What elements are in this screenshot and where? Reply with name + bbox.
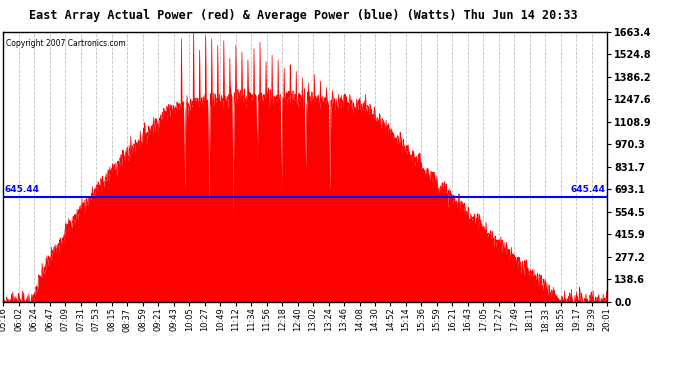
Text: Copyright 2007 Cartronics.com: Copyright 2007 Cartronics.com: [6, 39, 126, 48]
Text: East Array Actual Power (red) & Average Power (blue) (Watts) Thu Jun 14 20:33: East Array Actual Power (red) & Average …: [29, 9, 578, 22]
Text: 645.44: 645.44: [5, 185, 39, 194]
Text: 645.44: 645.44: [571, 185, 606, 194]
